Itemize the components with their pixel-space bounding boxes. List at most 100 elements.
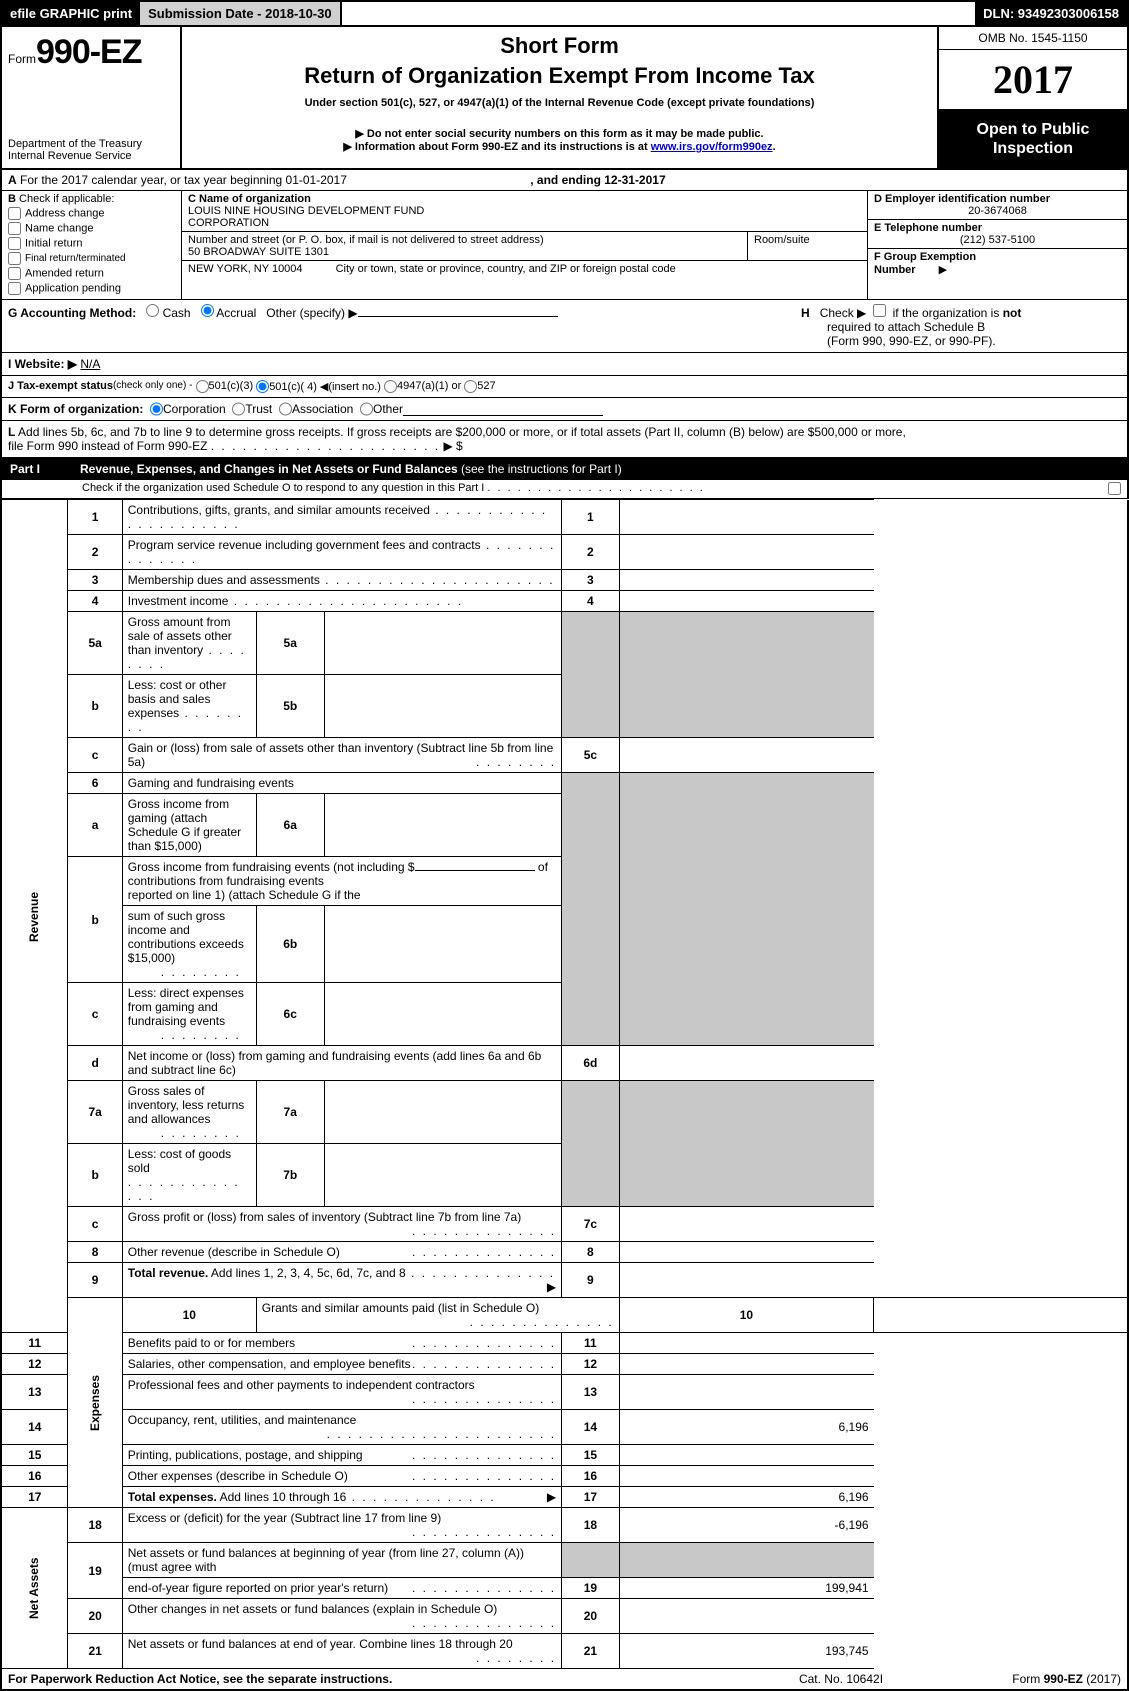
line-3-desc: Membership dues and assessments bbox=[122, 570, 561, 591]
subval-7b[interactable] bbox=[324, 1144, 561, 1207]
label-j: J Tax-exempt status bbox=[8, 380, 113, 393]
chk-initial-return[interactable]: Initial return bbox=[8, 237, 175, 250]
instr-link-line: Information about Form 990-EZ and its in… bbox=[192, 140, 927, 153]
line-16-desc: Other expenses (describe in Schedule O) bbox=[122, 1466, 561, 1487]
footer-cat: Cat. No. 10642I bbox=[741, 1672, 941, 1686]
subval-6b[interactable] bbox=[324, 906, 561, 983]
val-11[interactable] bbox=[619, 1333, 873, 1354]
val-7c[interactable] bbox=[619, 1207, 873, 1242]
subval-7a[interactable] bbox=[324, 1081, 561, 1144]
num-16: 16 bbox=[562, 1466, 620, 1487]
radio-corporation[interactable] bbox=[150, 402, 163, 416]
radio-trust[interactable] bbox=[232, 402, 245, 416]
val-13[interactable] bbox=[619, 1375, 873, 1410]
val-20[interactable] bbox=[619, 1599, 873, 1634]
val-5c[interactable] bbox=[619, 738, 873, 773]
radio-cash[interactable] bbox=[146, 304, 159, 317]
chk-final-return-box[interactable] bbox=[8, 252, 21, 265]
ln-13: 13 bbox=[1, 1375, 68, 1410]
phone-cell: E Telephone number (212) 537-5100 bbox=[868, 220, 1127, 249]
chk-application-pending-box[interactable] bbox=[8, 282, 21, 295]
chk-schedule-o[interactable] bbox=[1108, 482, 1121, 495]
line-6d-desc: Net income or (loss) from gaming and fun… bbox=[122, 1046, 561, 1081]
part1-sub-dots bbox=[487, 482, 704, 494]
val-6d[interactable] bbox=[619, 1046, 873, 1081]
val-4[interactable] bbox=[619, 591, 873, 612]
short-form-title: Short Form bbox=[192, 33, 927, 59]
dln-label: DLN: 93492303006158 bbox=[975, 2, 1127, 25]
chk-name-change-box[interactable] bbox=[8, 222, 21, 235]
chk-amended-return[interactable]: Amended return bbox=[8, 267, 175, 280]
num-17: 17 bbox=[562, 1487, 620, 1508]
topbar-spacer bbox=[342, 2, 976, 25]
opt-cash: Cash bbox=[163, 306, 191, 320]
label-f-group: F Group Exemption bbox=[874, 251, 976, 263]
tax-year-end: , and ending 12-31-2017 bbox=[530, 173, 665, 187]
sub-6a: 6a bbox=[256, 794, 324, 857]
ln-6b: b bbox=[68, 857, 122, 983]
chk-h[interactable] bbox=[873, 304, 886, 317]
other-org-line[interactable] bbox=[403, 402, 603, 416]
val-14: 6,196 bbox=[619, 1410, 873, 1445]
subval-6c[interactable] bbox=[324, 983, 561, 1046]
6b-amount-blank[interactable] bbox=[415, 870, 535, 871]
form990ez-link[interactable]: www.irs.gov/form990ez bbox=[651, 141, 773, 153]
chk-amended-return-box[interactable] bbox=[8, 267, 21, 280]
opt-527: 527 bbox=[477, 380, 495, 393]
num-13: 13 bbox=[562, 1375, 620, 1410]
submission-date: Submission Date - 2018-10-30 bbox=[140, 2, 342, 25]
row-h: H Check ▶ if the organization is not req… bbox=[801, 304, 1121, 348]
city-value: NEW YORK, NY 10004 bbox=[188, 263, 303, 275]
label-c-name: C Name of organization bbox=[188, 193, 861, 205]
val-12[interactable] bbox=[619, 1354, 873, 1375]
opt-4947: 4947(a)(1) or bbox=[397, 380, 461, 393]
subval-5a[interactable] bbox=[324, 612, 561, 675]
ln-10: 10 bbox=[122, 1298, 256, 1333]
val-19: 199,941 bbox=[619, 1578, 873, 1599]
chk-address-change-box[interactable] bbox=[8, 207, 21, 220]
opt-accrual: Accrual bbox=[216, 306, 256, 320]
val-3[interactable] bbox=[619, 570, 873, 591]
header-left: Form 990-EZ Department of the Treasury I… bbox=[2, 27, 182, 168]
val-1[interactable] bbox=[619, 500, 873, 535]
sub-7b: 7b bbox=[256, 1144, 324, 1207]
line-5a-desc: Gross amount from sale of assets other t… bbox=[122, 612, 256, 675]
val-16[interactable] bbox=[619, 1466, 873, 1487]
chk-initial-return-box[interactable] bbox=[8, 237, 21, 250]
radio-other-org[interactable] bbox=[360, 402, 373, 416]
radio-527[interactable] bbox=[464, 380, 477, 393]
val-2[interactable] bbox=[619, 535, 873, 570]
radio-association[interactable] bbox=[279, 402, 292, 416]
open-pub-2: Inspection bbox=[943, 139, 1123, 158]
val-9[interactable] bbox=[619, 1263, 873, 1298]
h-req2: (Form 990, 990-EZ, or 990-PF). bbox=[827, 334, 996, 348]
chk-application-pending[interactable]: Application pending bbox=[8, 282, 175, 295]
row-k: K Form of organization: Corporation Trus… bbox=[0, 398, 1129, 421]
form-header: Form 990-EZ Department of the Treasury I… bbox=[0, 25, 1129, 170]
sub-5a: 5a bbox=[256, 612, 324, 675]
subval-6a[interactable] bbox=[324, 794, 561, 857]
radio-4947[interactable] bbox=[384, 380, 397, 393]
chk-final-return[interactable]: Final return/terminated bbox=[8, 252, 175, 265]
ln-6c: c bbox=[68, 983, 122, 1046]
section-def: D Employer identification number 20-3674… bbox=[867, 191, 1127, 299]
radio-501c3[interactable] bbox=[196, 380, 209, 393]
other-specify-line[interactable] bbox=[358, 316, 558, 317]
line-5c-desc: Gain or (loss) from sale of assets other… bbox=[122, 738, 561, 773]
form-number-big: 990-EZ bbox=[36, 33, 142, 72]
chk-address-change[interactable]: Address change bbox=[8, 207, 175, 220]
num-6d: 6d bbox=[562, 1046, 620, 1081]
radio-accrual[interactable] bbox=[201, 304, 214, 317]
website-value: N/A bbox=[80, 357, 100, 371]
chk-name-change[interactable]: Name change bbox=[8, 222, 175, 235]
efile-print-button[interactable]: efile GRAPHIC print bbox=[2, 2, 140, 25]
ein-value: 20-3674068 bbox=[874, 205, 1121, 217]
grey-7ab bbox=[562, 1081, 620, 1207]
val-8[interactable] bbox=[619, 1242, 873, 1263]
subval-5b[interactable] bbox=[324, 675, 561, 738]
val-15[interactable] bbox=[619, 1445, 873, 1466]
val-10[interactable] bbox=[874, 1298, 1128, 1333]
radio-501c4[interactable] bbox=[256, 380, 269, 393]
line-11-desc: Benefits paid to or for members bbox=[122, 1333, 561, 1354]
line-19-desc2: end-of-year figure reported on prior yea… bbox=[122, 1578, 561, 1599]
